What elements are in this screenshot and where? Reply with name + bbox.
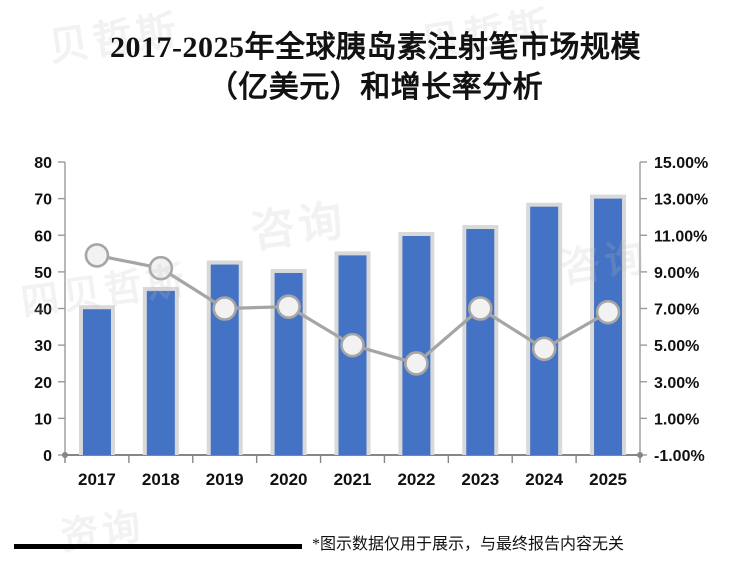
category-axis-label: 2025: [589, 470, 627, 489]
growth-rate-marker[interactable]: [84, 243, 110, 268]
left-axis-tick-label: 0: [43, 448, 52, 465]
right-axis-tick-label: 1.00%: [654, 411, 699, 428]
bar[interactable]: [466, 229, 495, 455]
right-axis-tick-label: 5.00%: [654, 338, 699, 355]
bar[interactable]: [402, 235, 431, 455]
right-axis-tick-label: 9.00%: [654, 265, 699, 282]
left-axis-tick-label: 10: [34, 411, 52, 428]
left-axis-tick-label: 60: [34, 228, 52, 245]
right-axis-tick-label: 11.00%: [654, 228, 707, 245]
category-axis-ticks: [64, 455, 641, 463]
left-axis: 0 10 20 30 40 50 60 70 80: [34, 155, 66, 465]
right-axis-tick-label: 3.00%: [654, 375, 699, 392]
bar[interactable]: [530, 206, 559, 455]
category-axis-label: 2021: [334, 470, 372, 489]
category-axis-label: 2017: [78, 470, 116, 489]
growth-rate-markers: [84, 243, 621, 376]
growth-rate-marker[interactable]: [595, 299, 621, 325]
category-axis-label: 2019: [206, 470, 244, 489]
chart-title-line-1: 2017-2025年全球胰岛素注射笔市场规模: [110, 31, 641, 64]
chart-footer: *图示数据仅用于展示，与最终报告内容无关: [0, 528, 751, 562]
growth-rate-marker[interactable]: [531, 336, 557, 362]
growth-rate-marker[interactable]: [212, 296, 238, 321]
footer-rule: [14, 544, 302, 549]
growth-rate-marker[interactable]: [467, 296, 493, 321]
category-axis-label: 2018: [142, 470, 180, 489]
left-axis-tick-label: 50: [34, 265, 52, 282]
left-axis-tick-label: 70: [34, 192, 52, 209]
category-labels: 2017 2018 2019 2020 2021 2022 2023 2024 2025: [78, 470, 627, 489]
right-axis-tick-labels: -1.00% 1.00% 3.00% 5.00% 7.00% 9.00% 11.00% 13.…: [654, 155, 708, 465]
left-axis-ticks: [58, 161, 65, 456]
chart-title-line-2: （亿美元）和增长率分析: [207, 71, 544, 104]
left-axis-tick-label: 40: [34, 302, 52, 319]
category-axis-label: 2020: [270, 470, 308, 489]
right-axis-ticks: [640, 161, 647, 456]
category-axis-label: 2023: [461, 470, 499, 489]
bar[interactable]: [82, 309, 111, 455]
right-axis-tick-label: 13.00%: [654, 192, 708, 209]
category-axis-label: 2024: [525, 470, 563, 489]
bar[interactable]: [210, 264, 239, 455]
right-axis-tick-label: 7.00%: [654, 302, 699, 319]
right-axis-tick-label: 15.00%: [654, 155, 708, 172]
left-axis-tick-label: 80: [34, 155, 52, 172]
footer-disclaimer: *图示数据仅用于展示，与最终报告内容无关: [312, 536, 625, 553]
growth-rate-marker[interactable]: [276, 294, 301, 319]
growth-rate-marker[interactable]: [340, 332, 365, 358]
left-axis-tick-label: 30: [34, 338, 52, 355]
bar-series: [78, 194, 627, 455]
right-axis: -1.00% 1.00% 3.00% 5.00% 7.00% 9.00% 11.00% 13.…: [639, 155, 708, 465]
right-axis-tick-label: -1.00%: [654, 448, 705, 465]
category-axis-label: 2022: [397, 470, 435, 489]
growth-rate-marker[interactable]: [148, 255, 174, 281]
bar[interactable]: [594, 198, 623, 455]
bar[interactable]: [146, 290, 175, 455]
left-axis-tick-label: 20: [34, 375, 52, 392]
growth-rate-marker[interactable]: [404, 351, 429, 376]
chart-title: 2017-2025年全球胰岛素注射笔市场规模 （亿美元）和增长率分析: [0, 28, 751, 108]
left-axis-tick-labels: 0 10 20 30 40 50 60 70 80: [34, 155, 52, 465]
